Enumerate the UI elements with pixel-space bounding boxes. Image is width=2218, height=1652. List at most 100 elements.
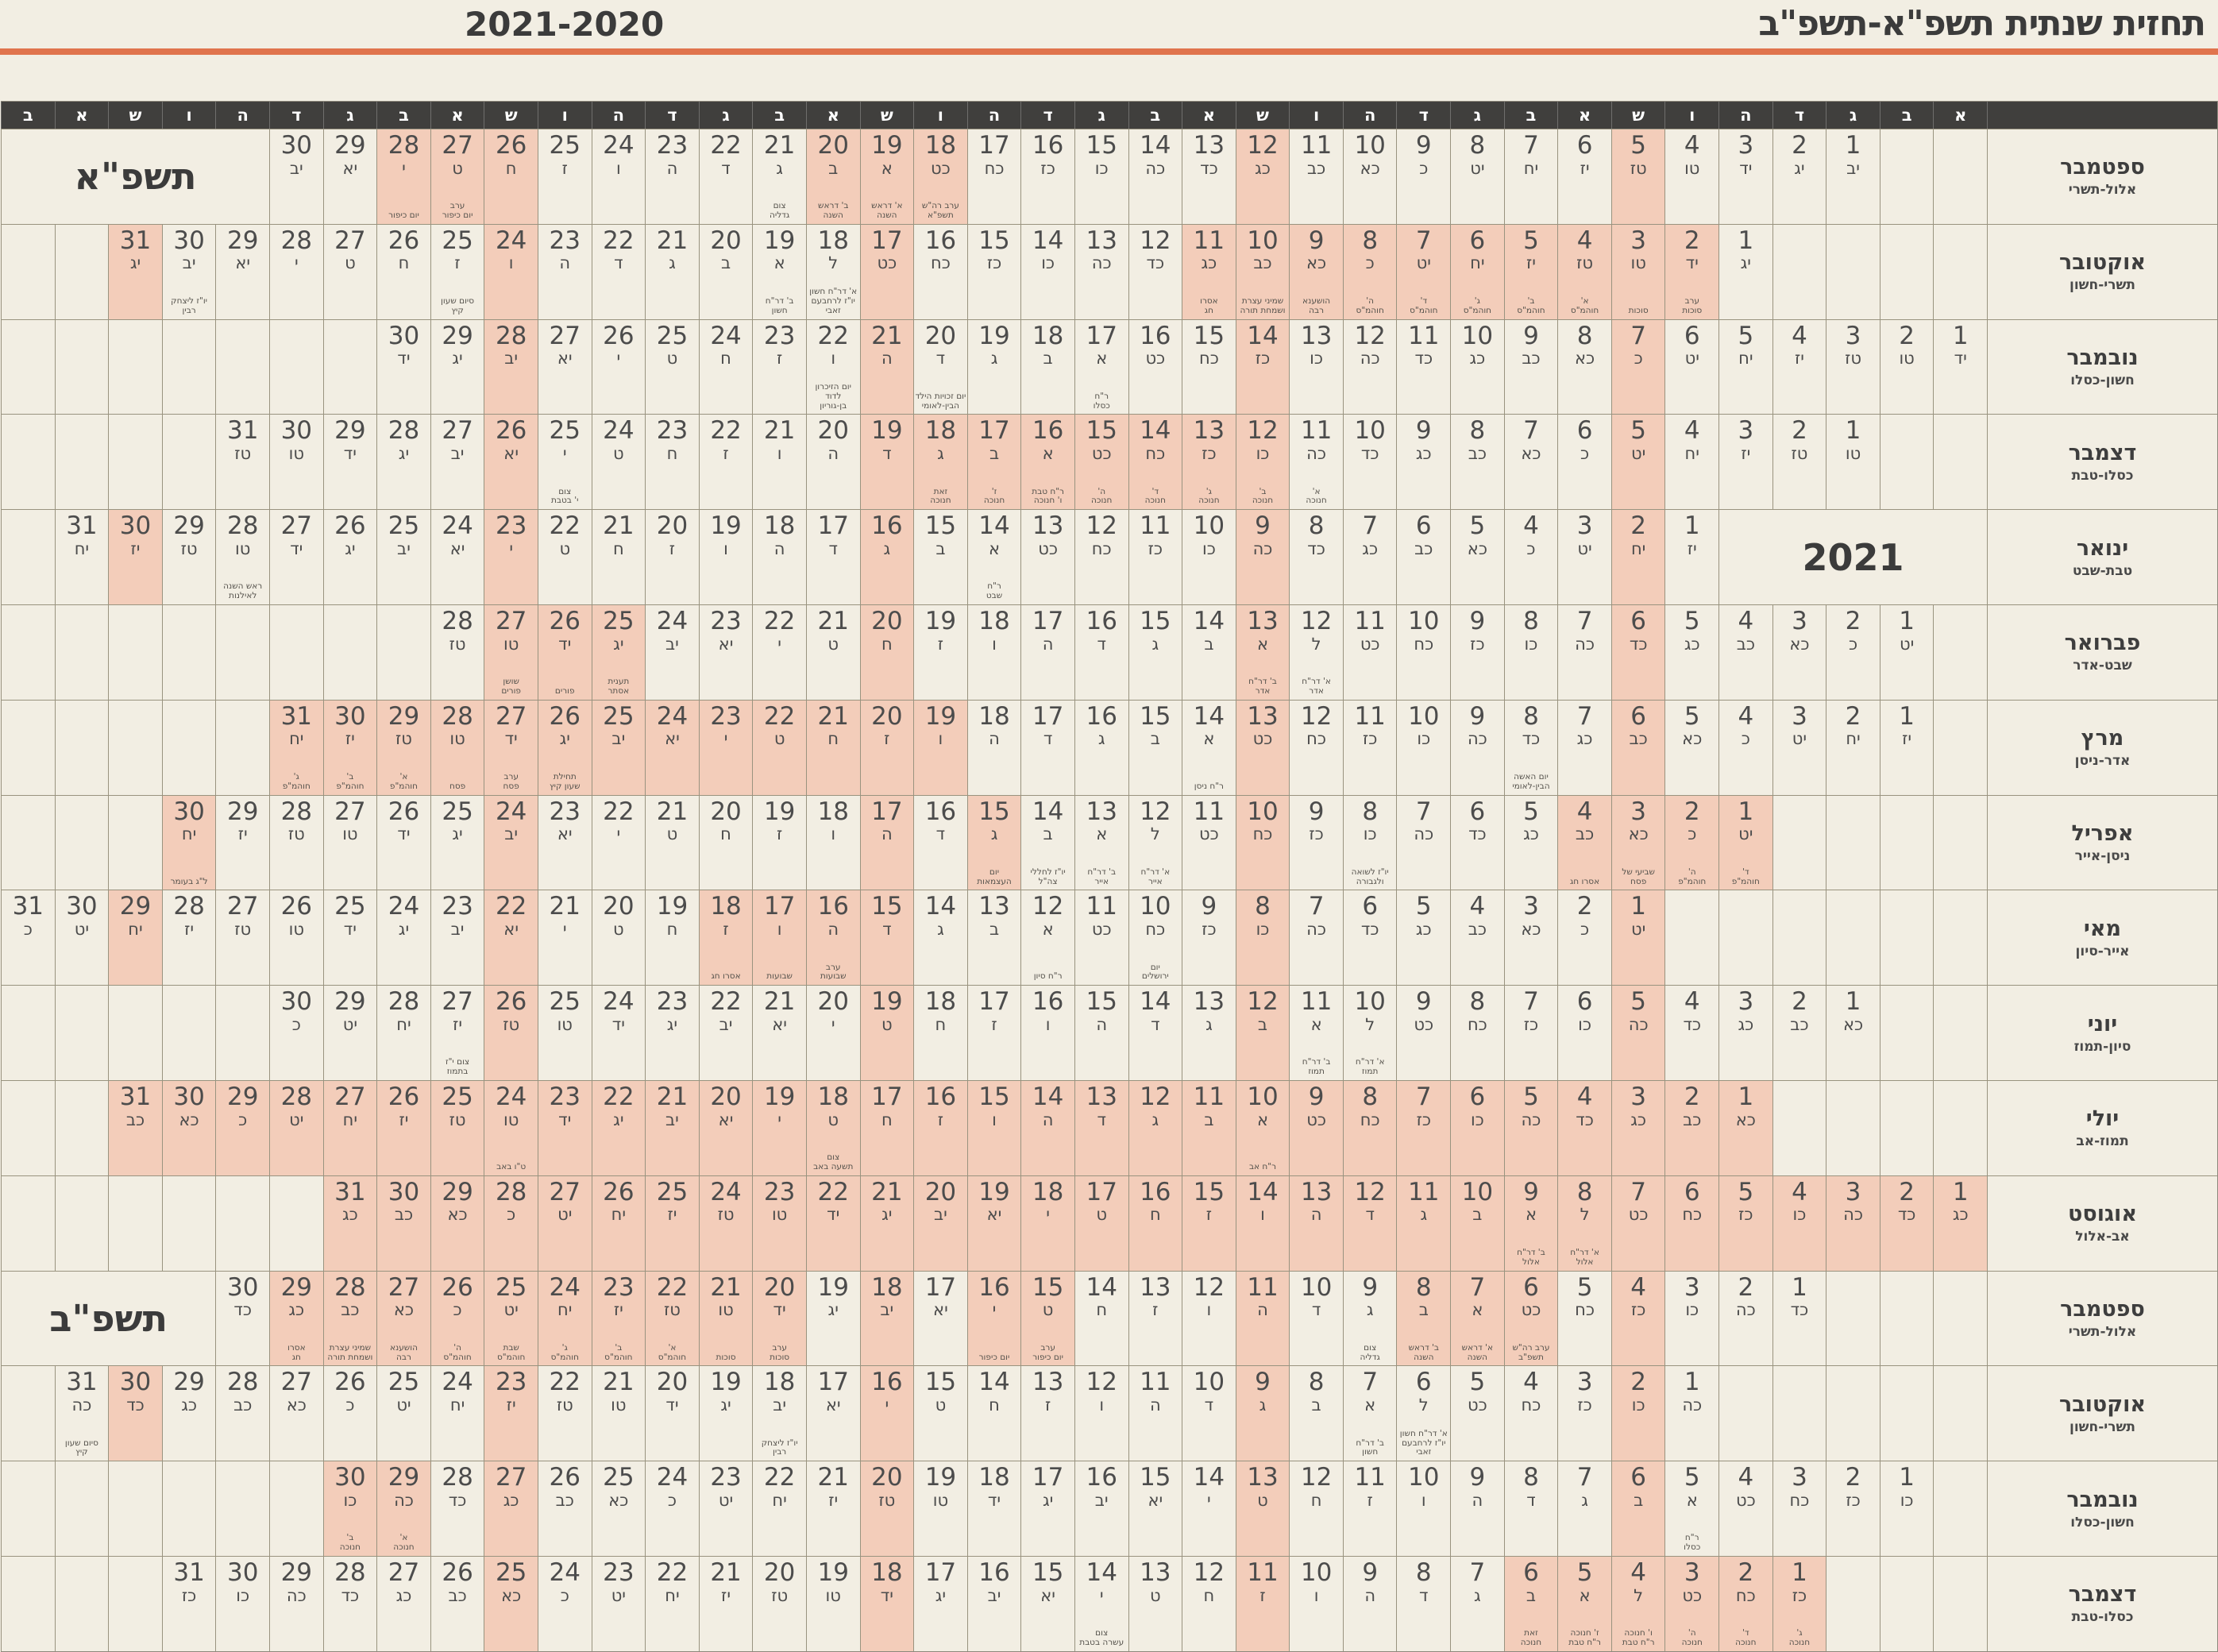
day-cell: 20 יא bbox=[698, 1079, 753, 1175]
day-number: 22 bbox=[656, 1557, 689, 1587]
holiday-note: ערב יום כיפור bbox=[442, 201, 473, 221]
hebrew-date: ד bbox=[1365, 1205, 1375, 1225]
hebrew-date: כב bbox=[1683, 1110, 1702, 1129]
hebrew-date: יט bbox=[1899, 634, 1915, 654]
hebrew-date: ב bbox=[989, 444, 1000, 463]
hebrew-date: כא bbox=[608, 1490, 629, 1510]
day-number: 27 bbox=[549, 321, 581, 350]
hebrew-date: יב bbox=[1094, 1490, 1109, 1510]
day-cell: 24 יא bbox=[430, 509, 484, 604]
day-number: 26 bbox=[388, 1082, 420, 1111]
day-number: 19 bbox=[763, 226, 796, 255]
day-cell: 27 ט bbox=[322, 223, 377, 319]
empty-cell bbox=[1879, 1365, 1934, 1461]
day-number: 15 bbox=[1086, 131, 1117, 160]
day-cell: 29 כה bbox=[268, 1555, 323, 1651]
day-cell: 2 יג bbox=[1772, 129, 1826, 224]
hebrew-date: כא bbox=[179, 1110, 199, 1129]
day-number: 16 bbox=[1086, 701, 1117, 731]
day-cell: 24 יב bbox=[645, 604, 699, 700]
empty-cell bbox=[108, 985, 162, 1080]
day-cell: 3 כג bbox=[1718, 985, 1772, 1080]
day-cell: 27 טז bbox=[215, 890, 269, 986]
day-cell: 31 כה סיום שעון קיץ bbox=[54, 1365, 109, 1461]
day-number: 11 bbox=[1408, 1177, 1440, 1206]
day-number: 22 bbox=[710, 416, 742, 446]
day-cell: 30 יב יו"ז ליצחק רבין bbox=[161, 223, 216, 319]
day-cell: 21 טו bbox=[591, 1365, 646, 1461]
empty-cell bbox=[1933, 604, 1987, 700]
day-number: 27 bbox=[495, 701, 527, 731]
hebrew-date: כא bbox=[501, 1585, 522, 1605]
day-cell: 5 טז bbox=[1610, 129, 1665, 224]
day-number: 23 bbox=[656, 416, 689, 446]
day-cell: 23 ז bbox=[752, 318, 806, 415]
holiday-note: אסרו חג bbox=[711, 971, 741, 982]
empty-cell bbox=[1, 1461, 55, 1556]
hebrew-date: יג bbox=[613, 634, 624, 654]
hebrew-date: ד bbox=[828, 538, 838, 558]
day-cell: 17 ד bbox=[1020, 699, 1074, 795]
empty-cell bbox=[54, 1555, 109, 1651]
day-number: 5 bbox=[1630, 987, 1647, 1017]
hebrew-date: כה bbox=[1360, 349, 1380, 369]
holiday-note: שמיני עצרת ושמחת תורה bbox=[327, 1342, 373, 1362]
day-number: 9 bbox=[1362, 1557, 1379, 1587]
day-number: 26 bbox=[334, 511, 366, 541]
hebrew-date: ה bbox=[559, 253, 571, 273]
day-number: 10 bbox=[1193, 1368, 1225, 1397]
day-cell: 22 ט bbox=[752, 699, 806, 795]
hebrew-date: כט bbox=[1628, 1205, 1649, 1225]
day-cell: 16 א ר"ח טבת ו' חנוכה bbox=[1020, 414, 1074, 510]
hebrew-date: כב bbox=[1629, 729, 1648, 749]
day-number: 27 bbox=[549, 1177, 581, 1206]
day-cell: 16 י יום כיפור bbox=[966, 1270, 1021, 1366]
day-cell: 29 כ bbox=[215, 1079, 269, 1175]
day-cell: 13 ז bbox=[1128, 1270, 1182, 1366]
holiday-note: ערב פסח bbox=[503, 772, 519, 791]
day-cell: 21 ט bbox=[645, 794, 699, 890]
day-cell: 19 ו bbox=[698, 509, 753, 604]
day-number: 15 bbox=[924, 1368, 957, 1397]
hebrew-date: יג bbox=[613, 1110, 624, 1129]
day-cell: 14 ח bbox=[966, 1365, 1021, 1461]
hebrew-date: כה bbox=[1628, 1014, 1649, 1034]
day-number: 15 bbox=[1193, 1177, 1225, 1206]
day-cell: 30 כב bbox=[376, 1175, 430, 1271]
hebrew-date: יג bbox=[881, 1205, 893, 1225]
day-number: 4 bbox=[1792, 1177, 1807, 1206]
holiday-note: א' דר"ח חשון יו"ז לרחבעם זאבי bbox=[1399, 1428, 1448, 1457]
hebrew-date: יד bbox=[665, 1395, 679, 1415]
holiday-note: א' דר"ח תמוז bbox=[1355, 1057, 1385, 1077]
day-number: 20 bbox=[710, 226, 742, 255]
hebrew-date: יט bbox=[1630, 444, 1646, 463]
day-cell: 15 ב bbox=[1128, 699, 1182, 795]
day-number: 10 bbox=[1354, 987, 1386, 1017]
hebrew-date: ב bbox=[1204, 1110, 1214, 1129]
day-number: 18 bbox=[710, 892, 742, 921]
hebrew-date: ד bbox=[1526, 1490, 1536, 1510]
hebrew-date: טו bbox=[1684, 158, 1700, 178]
day-cell: 8 כח bbox=[1342, 1079, 1397, 1175]
hebrew-date: יא bbox=[449, 538, 465, 558]
day-number: 6 bbox=[1630, 1463, 1647, 1492]
day-cell: 22 ט bbox=[537, 509, 592, 604]
day-number: 13 bbox=[1032, 1368, 1064, 1397]
day-cell: 19 יא bbox=[966, 1175, 1021, 1271]
hebrew-date: כז bbox=[1040, 158, 1055, 178]
day-number: 24 bbox=[549, 1272, 581, 1302]
hebrew-date: ח bbox=[1203, 1585, 1215, 1605]
hebrew-date: כא bbox=[447, 1205, 468, 1225]
day-number: 27 bbox=[334, 1082, 366, 1111]
holiday-note: יו"ז ליצחק רבין bbox=[761, 1438, 798, 1457]
day-number: 15 bbox=[1032, 1272, 1064, 1302]
day-number: 27 bbox=[442, 987, 473, 1017]
hebrew-date: יח bbox=[289, 729, 304, 749]
page-title: תחזית שנתית תשפ"א-תשפ"ב bbox=[1758, 3, 2206, 44]
day-cell: 20 ח bbox=[859, 604, 914, 700]
hebrew-date: ה bbox=[1042, 634, 1054, 654]
day-number: 27 bbox=[226, 892, 259, 921]
day-cell: 29 יז bbox=[215, 794, 269, 890]
day-number: 7 bbox=[1523, 416, 1539, 446]
